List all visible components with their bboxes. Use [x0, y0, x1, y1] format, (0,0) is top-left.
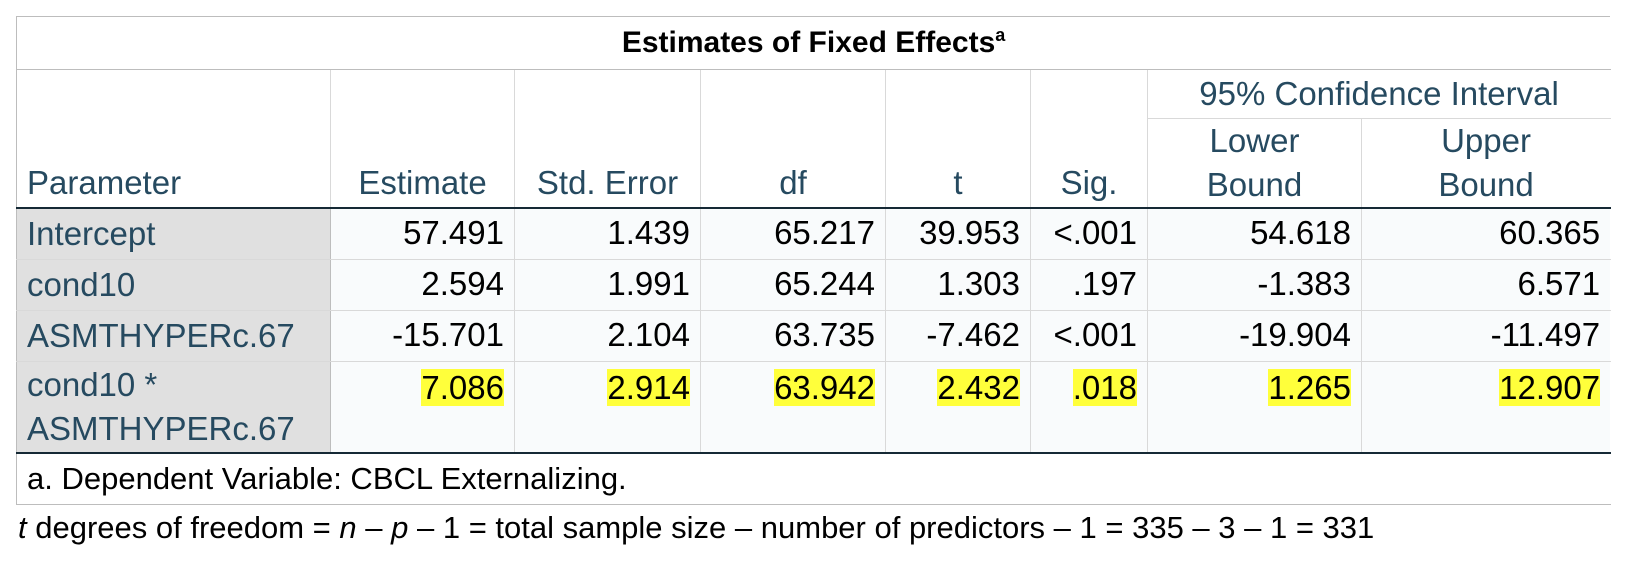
cell-upper-bound: -11.497	[1361, 310, 1612, 362]
value: 65.217	[774, 214, 875, 251]
p-variable: p	[391, 510, 409, 545]
highlighted-value: 1.265	[1268, 369, 1351, 406]
note-text-3: – 1 = total sample size – number of pred…	[408, 510, 1375, 545]
cell-t: 1.303	[885, 259, 1031, 311]
highlighted-value: .018	[1072, 369, 1137, 406]
row-label-line2: ASMTHYPERc.67	[27, 410, 295, 447]
cell-t: -7.462	[885, 310, 1031, 362]
cell-sig: <.001	[1030, 310, 1148, 362]
cell-lower-bound: 54.618	[1147, 208, 1362, 260]
cell-estimate: 2.594	[330, 259, 515, 311]
header-upper-line1: Upper	[1441, 122, 1531, 159]
cell-df: 65.244	[700, 259, 886, 311]
header-row-sub: Lower Bound Upper Bound	[17, 118, 1612, 209]
fixed-effects-table-container: Estimates of Fixed Effectsa Parameter Es…	[15, 16, 1612, 505]
value: .197	[1072, 265, 1137, 302]
note-text-1: degrees of freedom =	[26, 510, 340, 545]
table-row: cond10 2.594 1.991 65.244 1.303 .197 -1.…	[16, 259, 1612, 311]
header-df: df	[700, 69, 886, 209]
value: 54.618	[1250, 214, 1351, 251]
header-std-error: Std. Error	[514, 69, 701, 209]
header-sig: Sig.	[1030, 69, 1148, 209]
cell-std-error: 1.439	[514, 208, 701, 260]
table-footnote: a. Dependent Variable: CBCL Externalizin…	[15, 453, 1612, 505]
header-parameter: Parameter	[16, 69, 331, 209]
value: 63.735	[774, 316, 875, 353]
header-estimate: Estimate	[330, 69, 515, 209]
n-variable: n	[339, 510, 357, 545]
table-title-footnote-marker: a	[995, 25, 1006, 45]
header-upper-bound: Upper Bound	[1361, 118, 1612, 209]
row-label-line1: cond10 *	[27, 366, 158, 403]
value: -7.462	[926, 316, 1020, 353]
value: <.001	[1053, 316, 1138, 353]
row-label-text: cond10	[27, 266, 136, 303]
header-t: t	[885, 69, 1031, 209]
cell-upper-bound: 60.365	[1361, 208, 1612, 260]
cell-sig: <.001	[1030, 208, 1148, 260]
cell-t: 39.953	[885, 208, 1031, 260]
cell-estimate: -15.701	[330, 310, 515, 362]
table-title: Estimates of Fixed Effectsa	[15, 16, 1612, 70]
header-lower-line1: Lower	[1209, 122, 1300, 159]
row-label-text: Intercept	[27, 215, 156, 252]
cell-estimate: 7.086	[330, 361, 515, 454]
cell-lower-bound: 1.265	[1147, 361, 1362, 454]
cell-lower-bound: -19.904	[1147, 310, 1362, 362]
row-label-text: ASMTHYPERc.67	[27, 317, 295, 354]
header-confidence-interval: 95% Confidence Interval	[1147, 69, 1612, 119]
value: 57.491	[403, 214, 504, 251]
value: 65.244	[774, 265, 875, 302]
cell-t: 2.432	[885, 361, 1031, 454]
value: 1.991	[607, 265, 690, 302]
value: 6.571	[1517, 265, 1601, 302]
t-variable: t	[18, 510, 27, 545]
value: 39.953	[919, 214, 1020, 251]
header-upper-line2: Bound	[1438, 166, 1534, 203]
fixed-effects-table: Estimates of Fixed Effectsa Parameter Es…	[15, 16, 1612, 505]
header-lower-line2: Bound	[1206, 166, 1303, 203]
cell-upper-bound: 6.571	[1361, 259, 1612, 311]
header-row-top: Parameter Estimate Std. Error df t Sig. …	[16, 69, 1612, 209]
value: -19.904	[1239, 316, 1351, 353]
cell-df: 65.217	[700, 208, 886, 260]
value: 1.439	[607, 214, 690, 251]
footnote-row: a. Dependent Variable: CBCL Externalizin…	[15, 453, 1612, 505]
value: -1.383	[1257, 265, 1351, 302]
highlighted-value: 7.086	[421, 369, 504, 406]
value: <.001	[1053, 214, 1138, 251]
highlighted-value: 12.907	[1499, 369, 1601, 406]
cell-sig: .018	[1030, 361, 1148, 454]
highlighted-value: 2.914	[607, 369, 690, 406]
cell-upper-bound: 12.907	[1361, 361, 1612, 454]
highlighted-value: 63.942	[774, 369, 875, 406]
degrees-of-freedom-note: t degrees of freedom = n – p – 1 = total…	[18, 510, 1374, 546]
value: 1.303	[937, 265, 1020, 302]
cell-df: 63.735	[700, 310, 886, 362]
table-title-text: Estimates of Fixed Effects	[621, 26, 996, 59]
row-label: ASMTHYPERc.67	[16, 310, 331, 362]
cell-std-error: 1.991	[514, 259, 701, 311]
cell-std-error: 2.104	[514, 310, 701, 362]
value: 2.594	[421, 265, 504, 302]
cell-df: 63.942	[700, 361, 886, 454]
value: 2.104	[607, 316, 690, 353]
cell-std-error: 2.914	[514, 361, 701, 454]
row-label: cond10	[16, 259, 331, 311]
note-text-2: –	[356, 510, 392, 545]
cell-estimate: 57.491	[330, 208, 515, 260]
value: 60.365	[1499, 214, 1601, 251]
table-row: Intercept 57.491 1.439 65.217 39.953 <.0…	[16, 208, 1612, 260]
header-lower-bound: Lower Bound	[1147, 118, 1362, 209]
row-label: Intercept	[16, 208, 331, 260]
title-row: Estimates of Fixed Effectsa	[15, 16, 1612, 70]
value: -15.701	[392, 316, 504, 353]
table-row: ASMTHYPERc.67 -15.701 2.104 63.735 -7.46…	[16, 310, 1612, 362]
table-row-highlighted: cond10 * ASMTHYPERc.67 7.086 2.914 63.94…	[16, 361, 1612, 454]
value: -11.497	[1490, 316, 1601, 353]
row-label: cond10 * ASMTHYPERc.67	[16, 361, 331, 454]
cell-sig: .197	[1030, 259, 1148, 311]
cell-lower-bound: -1.383	[1147, 259, 1362, 311]
highlighted-value: 2.432	[937, 369, 1020, 406]
